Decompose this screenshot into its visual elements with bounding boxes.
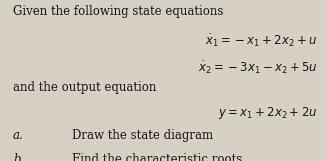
Text: a.: a.: [13, 129, 24, 142]
Text: and the output equation: and the output equation: [13, 80, 156, 94]
Text: b.: b.: [13, 153, 24, 161]
Text: $\dot{x}_2 = -3x_1 - x_2 + 5u$: $\dot{x}_2 = -3x_1 - x_2 + 5u$: [198, 60, 317, 76]
Text: Given the following state equations: Given the following state equations: [13, 5, 223, 18]
Text: $y = x_1 + 2x_2 + 2u$: $y = x_1 + 2x_2 + 2u$: [218, 105, 317, 121]
Text: Draw the state diagram: Draw the state diagram: [72, 129, 213, 142]
Text: Find the characteristic roots: Find the characteristic roots: [72, 153, 242, 161]
Text: $\dot{x}_1 = -x_1 + 2x_2 + u$: $\dot{x}_1 = -x_1 + 2x_2 + u$: [205, 32, 317, 49]
